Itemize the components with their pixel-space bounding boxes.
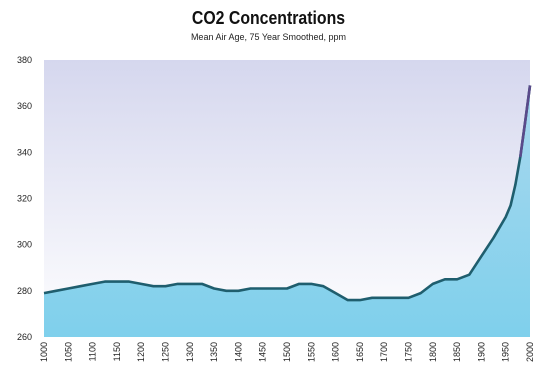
co2-series-line-recent bbox=[519, 85, 532, 158]
x-tick-label: 1900 bbox=[476, 342, 486, 362]
chart-title: CO2 Concentrations bbox=[191, 8, 346, 28]
x-tick-label: 1400 bbox=[233, 342, 243, 362]
x-tick-label: 1300 bbox=[185, 342, 195, 362]
y-tick-label: 340 bbox=[17, 147, 32, 157]
co2-series-line bbox=[43, 85, 532, 302]
x-tick-label: 2000 bbox=[525, 342, 535, 362]
x-axis: 1000 1050 1100 1150 1200 1250 1300 1350 1400 1450… bbox=[39, 342, 535, 362]
y-tick-label: 360 bbox=[17, 101, 32, 111]
x-tick-label: 1000 bbox=[39, 342, 49, 362]
chart-subtitle: Mean Air Age, 75 Year Smoothed, ppm bbox=[190, 32, 347, 42]
y-axis: 260 280 300 320 340 360 380 bbox=[17, 55, 32, 342]
y-tick-label: 320 bbox=[17, 194, 32, 204]
x-tick-label: 1100 bbox=[88, 342, 98, 361]
x-tick-label: 1600 bbox=[331, 342, 341, 362]
x-tick-label: 1250 bbox=[161, 342, 171, 362]
y-tick-label: 300 bbox=[17, 240, 32, 250]
x-tick-label: 1800 bbox=[428, 342, 438, 362]
x-tick-label: 1750 bbox=[404, 342, 414, 362]
x-tick-label: 1550 bbox=[306, 342, 316, 362]
x-tick-label: 1500 bbox=[282, 342, 292, 362]
y-tick-label: 280 bbox=[17, 286, 32, 296]
x-tick-label: 1950 bbox=[501, 342, 511, 362]
x-tick-label: 1350 bbox=[209, 342, 219, 362]
x-tick-label: 1200 bbox=[136, 342, 146, 362]
y-tick-label: 380 bbox=[17, 55, 32, 65]
x-tick-label: 1050 bbox=[63, 342, 73, 362]
x-tick-label: 1650 bbox=[355, 342, 365, 362]
co2-area-fill bbox=[44, 85, 530, 338]
x-tick-label: 1700 bbox=[379, 342, 389, 362]
y-tick-label: 260 bbox=[17, 332, 32, 342]
x-tick-label: 1850 bbox=[452, 342, 462, 362]
x-tick-label: 1150 bbox=[112, 342, 122, 361]
x-tick-label: 1450 bbox=[258, 342, 268, 362]
